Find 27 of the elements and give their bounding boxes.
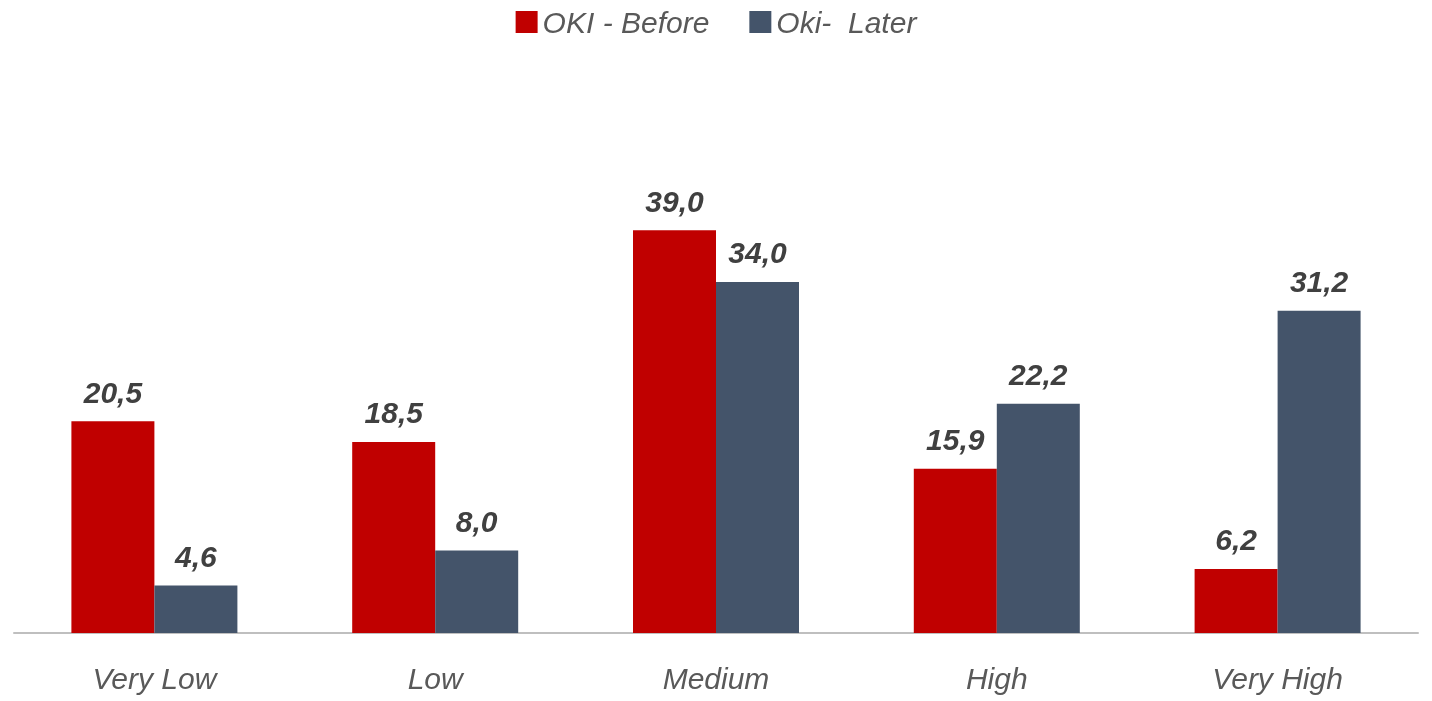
data-label: 18,5 [364,396,425,430]
legend-label: OKI - Before [542,5,710,39]
data-label: 20,5 [82,375,144,409]
bar [435,550,519,633]
data-label: 34,0 [728,236,788,270]
bar [716,281,799,633]
bar [352,441,436,633]
bar [1277,310,1361,633]
bar [71,421,155,633]
data-label: 4,6 [174,540,218,574]
data-label: 8,0 [455,504,498,538]
data-label: 15,9 [926,423,985,457]
data-label: 31,2 [1289,265,1349,299]
bar [154,585,238,633]
data-label: 39,0 [645,184,705,218]
data-label: 6,2 [1215,523,1258,557]
bar [913,468,997,633]
bar [633,230,716,633]
bar [996,403,1080,633]
x-tick-label: Very Low [92,661,219,695]
x-tick-label: High [965,661,1028,695]
x-tick-label: Very High [1212,661,1343,695]
x-tick-label: Medium [662,661,770,695]
bar [1194,568,1278,633]
x-tick-label: Low [407,661,466,695]
legend-label: Oki- Later [776,5,918,39]
data-label: 22,2 [1008,358,1068,392]
